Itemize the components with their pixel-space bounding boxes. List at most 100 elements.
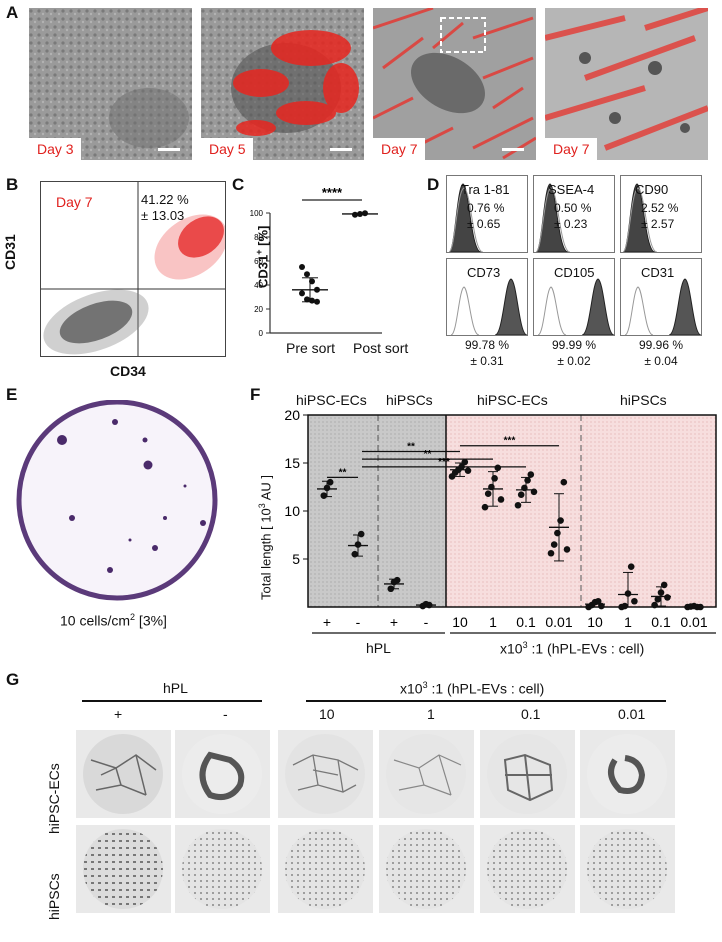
tube-network: [487, 734, 567, 814]
f-hpl-label: hPL: [366, 640, 391, 656]
c-point-pre: [299, 290, 305, 297]
panel-label-d: D: [427, 175, 440, 194]
f-point: [594, 597, 602, 605]
f-xtick-label: 0.1: [651, 614, 671, 630]
f-point: [654, 596, 662, 603]
f-significance: ************: [327, 436, 559, 478]
g-col-label: 10: [319, 706, 335, 722]
tube-image-ec-ev-10: [278, 730, 373, 818]
g-hpl-line: [82, 700, 262, 702]
panel-label-g: G: [6, 670, 20, 689]
g-row-label: hiPSCs: [46, 873, 62, 920]
g-ev-label-sup: 3: [422, 680, 428, 690]
c-ylabel: CD31+ [%]: [254, 226, 270, 288]
f-point: [621, 602, 629, 610]
f-point: [554, 529, 561, 537]
flow-xlabel: CD34: [110, 363, 146, 379]
c-group-post: Post sort: [353, 340, 409, 356]
tube-image-ec-ev-001: [580, 730, 675, 818]
g-ev-label-post: :1 (hPL-EVs : cell): [427, 680, 545, 697]
hist-pct: 0.76 % ± 0.65: [467, 200, 504, 232]
c-point-post: [352, 211, 358, 218]
tube-image-ec-hpl-plus: [76, 730, 171, 818]
f-point: [357, 530, 365, 538]
day-label: Day 5: [201, 138, 253, 160]
g-ev-label: x103 :1 (hPL-EVs : cell): [400, 680, 544, 697]
dish-caption-sup: 2: [130, 612, 136, 622]
scale-bar: [330, 148, 352, 151]
c-point-post: [362, 210, 368, 217]
f-xtick-label: 10: [587, 614, 603, 630]
hist-name: SSEA-4: [548, 182, 595, 197]
g-hpl-label: hPL: [163, 680, 188, 696]
micrograph-day3: Day 3: [29, 8, 192, 160]
f-point: [651, 601, 658, 609]
colony-dish: [16, 400, 218, 601]
f-point: [481, 503, 489, 511]
f-ytick-label: 15: [284, 455, 300, 471]
quadrant-percentage: 41.22 % ± 13.03: [141, 192, 189, 224]
c-ytick-label: 0: [259, 329, 264, 338]
f-ev-label: x103 :1 (hPL-EVs : cell): [500, 640, 644, 657]
scale-bar: [158, 148, 180, 151]
hist-name: CD31: [641, 265, 675, 280]
cd105-pct: 99.99 % ± 0.02: [533, 337, 615, 369]
f-point: [497, 496, 505, 503]
micrograph-day7: Day 7: [373, 8, 536, 160]
c-ytick-label: 20: [254, 305, 263, 314]
hist-name: CD105: [554, 265, 595, 280]
f-sig-label: ***: [438, 457, 450, 468]
dish-caption-text: 10 cells/cm: [60, 612, 131, 629]
f-point: [664, 594, 671, 601]
c-ytick-label: 40: [254, 281, 263, 290]
tube-image-ipsc-ev-01: [480, 825, 575, 913]
micrograph-day5-texture: [201, 8, 364, 160]
panel-label-f: F: [250, 385, 261, 404]
cd73-pct: 99.78 % ± 0.31: [446, 337, 528, 369]
c-point-pre: [304, 296, 310, 303]
panel-label-b: B: [6, 175, 19, 194]
f-xtick-label: 0.01: [680, 614, 707, 630]
hist-pct-sd: ± 0.23: [554, 217, 588, 231]
dish-caption: 10 cells/cm2 [3%]: [60, 612, 167, 629]
tube-image-ipsc-ev-1: [379, 825, 474, 913]
cd31-pct-sd: ± 0.04: [644, 354, 678, 368]
tube-network: [182, 829, 262, 909]
f-xtick-label: 1: [489, 614, 497, 630]
quadrant-sd: ± 13.03: [141, 208, 185, 223]
hist-shape: [622, 183, 658, 252]
micrograph-day3-texture: [29, 8, 192, 160]
f-point: [491, 475, 498, 482]
f-xtick-label: -: [356, 614, 361, 630]
histogram-cd73: CD73: [446, 258, 528, 336]
histogram-cd105: CD105: [533, 258, 615, 336]
hist-shape: [535, 183, 571, 252]
tube-network: [386, 734, 466, 814]
hist-pct-value: 2.52 %: [641, 201, 679, 215]
tube-network: [83, 734, 163, 814]
c-ytick-label: 100: [250, 209, 264, 218]
f-point: [527, 471, 535, 478]
f-point: [560, 478, 568, 486]
tube-network: [587, 734, 667, 814]
c-ylabel-unit: [%]: [255, 225, 271, 250]
g-col-label: 0.01: [618, 706, 646, 722]
hist-pct-value: 0.50 %: [554, 201, 592, 215]
day-label: Day 3: [29, 138, 81, 160]
f-point: [326, 478, 334, 486]
f-xtick-label: 0.1: [516, 614, 536, 630]
g-col-label: +: [114, 706, 123, 722]
c-sig-text: ****: [322, 185, 343, 200]
cd73-pct-value: 99.78 %: [464, 338, 510, 352]
c-yticks: 0 20 40 60 80 100: [250, 209, 270, 338]
f-group-2: hiPSCs: [386, 392, 433, 408]
day-label: Day 7: [545, 138, 597, 160]
f-group-1: hiPSC-ECs: [296, 392, 367, 408]
c-points: [292, 210, 378, 305]
f-sig-label: **: [407, 441, 415, 452]
tube-network: [285, 734, 365, 814]
f-sig-label: **: [424, 449, 432, 460]
c-ytick-label: 60: [254, 257, 263, 266]
f-bg-hpl: [308, 415, 446, 607]
